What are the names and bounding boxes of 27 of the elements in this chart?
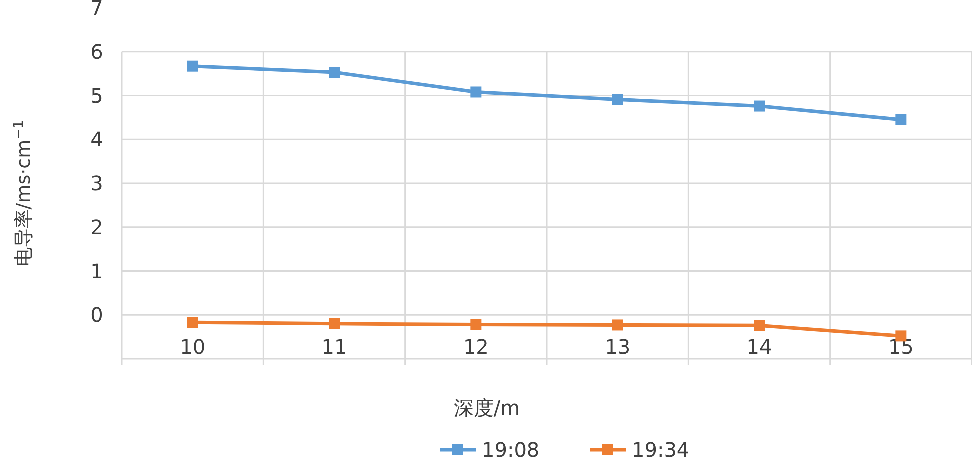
legend-label: 19:08 — [482, 438, 540, 462]
point — [754, 320, 765, 332]
x-tick-label: 11 — [322, 335, 348, 359]
x-tick-label: 13 — [605, 335, 631, 359]
point — [187, 317, 198, 328]
y-tick-label: 6 — [90, 40, 104, 64]
y-tick-label: 2 — [90, 215, 104, 240]
x-tick-label: 14 — [746, 335, 772, 359]
point — [896, 114, 907, 126]
point — [470, 319, 482, 330]
y-tick-label: 4 — [90, 128, 104, 152]
y-tick-label: 5 — [90, 84, 104, 108]
point — [612, 94, 624, 106]
point — [470, 86, 482, 98]
y-tick-label: 3 — [90, 172, 104, 196]
x-axis-title: 深度/m — [454, 396, 520, 420]
x-tick-label: 10 — [180, 335, 206, 359]
y-tick-label: 0 — [90, 303, 104, 328]
point — [187, 60, 198, 72]
point — [612, 320, 624, 331]
point — [329, 318, 340, 330]
x-tick-label: 12 — [463, 335, 489, 359]
y-tick-label: 7 — [90, 0, 104, 20]
y-tick-label: 1 — [90, 259, 104, 284]
point — [754, 100, 765, 112]
point — [329, 66, 340, 78]
legend-label: 19:34 — [632, 438, 690, 462]
